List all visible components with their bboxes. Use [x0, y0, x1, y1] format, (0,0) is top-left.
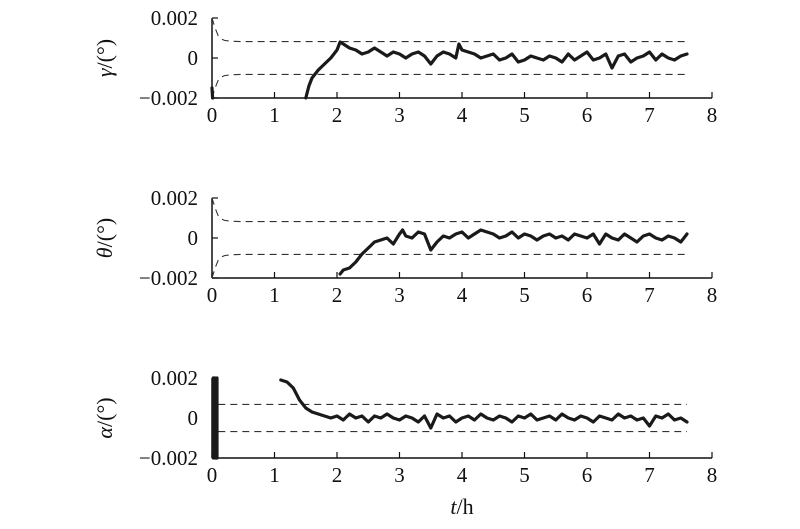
alpha-x-tick-label: 0	[207, 463, 218, 487]
alpha-series-line	[211, 376, 689, 460]
alpha-x-tick-label: 3	[394, 463, 405, 487]
alpha-x-tick-label: 4	[457, 463, 468, 487]
x-axis-title: t/h	[450, 494, 473, 519]
theta-x-tick-label: 1	[269, 283, 280, 307]
alpha-x-tick-label: 1	[269, 463, 280, 487]
theta-x-tick-label: 5	[519, 283, 530, 307]
alpha-y-tick-label: −0.002	[139, 446, 198, 470]
gamma-bound-upper	[211, 17, 687, 43]
panel-gamma: 0 1 2 3 4 5 6 7 8 0.002 0 −0.002 γ/(°)	[92, 6, 717, 127]
gamma-y-tick-label: 0.002	[151, 6, 198, 30]
gamma-y-tick-label: −0.002	[139, 86, 198, 110]
panel-theta: 0 1 2 3 4 5 6 7 8 0.002 0 −0.002 θ/(°)	[92, 186, 717, 307]
theta-x-tick-label: 2	[332, 283, 343, 307]
gamma-x-tick-label: 2	[332, 103, 343, 127]
gamma-x-tick-label: 0	[207, 103, 218, 127]
theta-x-tick-label: 7	[644, 283, 655, 307]
alpha-x-tick-label: 8	[707, 463, 718, 487]
gamma-x-tick-label: 7	[644, 103, 655, 127]
alpha-y-tick-label: 0	[188, 406, 199, 430]
alpha-y-axis-title: α/(°)	[92, 397, 117, 438]
theta-y-axis-title: θ/(°)	[92, 218, 117, 258]
gamma-x-tick-label: 8	[707, 103, 718, 127]
gamma-y-tick-label: 0	[188, 46, 199, 70]
theta-x-tick-label: 3	[394, 283, 405, 307]
alpha-x-tick-label: 5	[519, 463, 530, 487]
panel-alpha: 0 1 2 3 4 5 6 7 8 0.002 0 −0.002 α/(°) t/h	[92, 366, 717, 519]
theta-bound-lower	[211, 253, 687, 279]
theta-y-tick-label: 0.002	[151, 186, 198, 210]
gamma-bound-lower	[211, 73, 687, 99]
gamma-x-tick-label: 4	[457, 103, 468, 127]
theta-y-tick-label: 0	[188, 226, 199, 250]
theta-y-tick-label: −0.002	[139, 266, 198, 290]
theta-series-line	[338, 228, 689, 276]
alpha-y-tick-label: 0.002	[151, 366, 198, 390]
gamma-x-tick-label: 6	[582, 103, 593, 127]
gamma-series-line	[210, 40, 689, 100]
theta-x-tick-label: 8	[707, 283, 718, 307]
alpha-x-tick-label: 6	[582, 463, 593, 487]
theta-bound-upper	[211, 197, 687, 223]
gamma-y-axis-title: γ/(°)	[92, 39, 117, 77]
gamma-x-tick-label: 3	[394, 103, 405, 127]
theta-x-tick-label: 0	[207, 283, 218, 307]
theta-x-tick-label: 6	[582, 283, 593, 307]
gamma-x-tick-label: 1	[269, 103, 280, 127]
alpha-x-tick-label: 7	[644, 463, 655, 487]
theta-x-tick-label: 4	[457, 283, 468, 307]
alpha-x-tick-label: 2	[332, 463, 343, 487]
gamma-x-tick-label: 5	[519, 103, 530, 127]
